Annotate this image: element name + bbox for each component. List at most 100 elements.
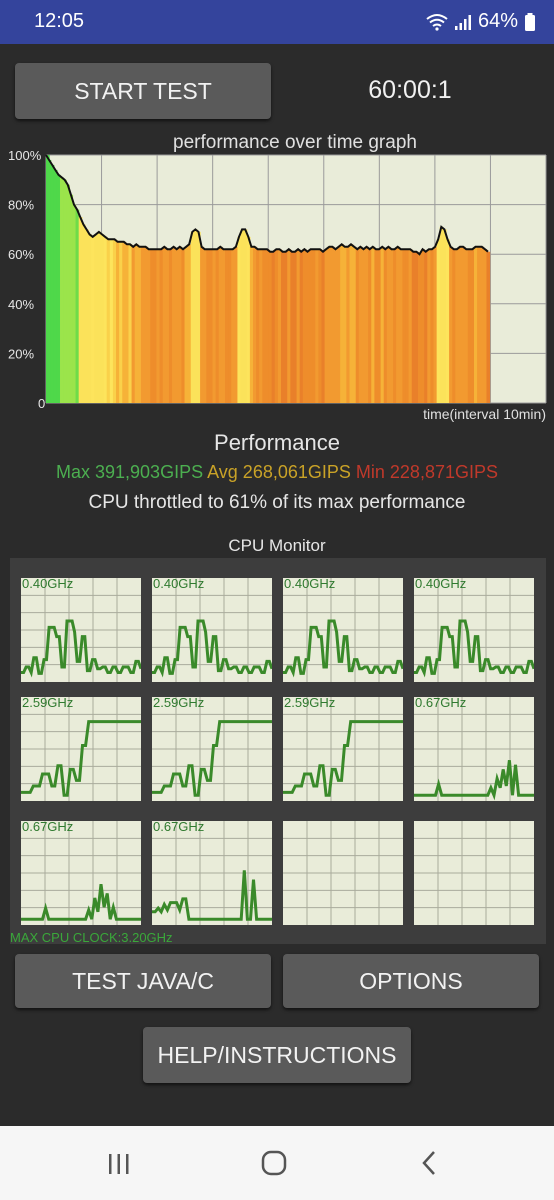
heat-band [327,246,332,403]
heat-band [256,249,260,403]
heat-band [231,249,235,403]
core-frequency-line [152,870,272,921]
core-frequency-label: 2.59GHz [22,695,74,710]
cpu-core-graph: 2.59GHz [21,695,141,801]
heat-band [483,249,488,403]
cpu-core-graph: 0.40GHz [283,576,403,682]
heat-band [165,249,170,403]
heat-band [455,249,460,403]
heat-band [53,169,58,403]
heat-band [281,251,285,403]
heat-band [330,246,335,403]
core-frequency-line [414,619,534,678]
y-tick-label: 80% [8,198,34,213]
max-cpu-clock: MAX CPU CLOCK:3.20GHz [10,930,173,945]
heat-band [389,249,394,403]
heat-band [277,249,282,403]
heat-band [265,249,270,403]
heat-band [103,236,108,403]
cpu-core-chart [152,821,272,925]
heat-band [75,209,80,403]
cpu-core-chart [414,821,534,925]
heat-band [386,246,391,403]
heat-band [405,249,410,403]
heat-band [84,229,89,403]
heat-band [399,249,404,403]
heat-band [100,234,105,403]
cpu-core-chart [21,821,141,925]
core-frequency-line [152,720,272,797]
avg-stat: Avg 268,061GIPS [207,462,351,482]
test-java-c-button[interactable]: TEST JAVA/C [15,954,271,1008]
home-icon[interactable] [261,1150,287,1176]
core-frequency-label: 0.67GHz [415,695,467,710]
cpu-core-chart [152,697,272,801]
throttle-summary: CPU throttled to 61% of its max performa… [88,492,466,513]
cpu-core-chart [21,578,141,682]
heat-band [153,249,158,403]
chart-title: performance over time graph [173,132,417,153]
heat-band [421,249,425,403]
heat-band [340,244,344,403]
heat-band [137,246,142,403]
heat-band [318,249,323,403]
heat-band [305,251,310,403]
back-icon[interactable] [420,1150,438,1176]
heat-band [63,179,67,403]
heat-band [181,249,186,403]
cpu-core-graph: 0.40GHz [414,576,534,682]
help-instructions-button[interactable]: HELP/INSTRUCTIONS [143,1027,411,1083]
heat-band [203,249,207,403]
heat-band [187,244,192,403]
heat-band [91,236,95,403]
heat-band [116,241,120,403]
heat-band [321,251,326,403]
core-frequency-label: 0.40GHz [153,576,205,591]
core-frequency-label: 0.67GHz [153,819,205,834]
options-button[interactable]: OPTIONS [283,954,539,1008]
heat-band [69,194,74,403]
heat-band [414,251,419,403]
heat-band [337,246,341,403]
heat-band [430,249,435,403]
heat-band [355,249,360,403]
heat-band [252,246,257,403]
y-axis-ticks: 100% 80% 60% 40% 20% 0 [8,150,45,411]
heat-band [433,246,438,403]
heat-band [315,249,319,403]
heat-band [94,234,98,403]
heat-band [193,229,198,403]
core-frequency-label: 0.40GHz [22,576,74,591]
cpu-core-chart [283,821,403,925]
heat-band [324,249,329,403]
core-frequency-line [21,883,141,921]
heat-band [240,229,245,403]
heat-band [480,246,484,403]
heat-band [134,244,139,403]
min-stat: Min 228,871GIPS [355,462,498,482]
heat-band [156,249,161,403]
start-test-button[interactable]: START TEST [15,63,271,119]
heat-band [212,249,217,403]
heat-band [259,249,263,403]
heat-band [346,246,351,403]
heat-band [162,246,167,403]
heat-band [374,249,379,403]
heat-band [78,217,83,403]
heat-band [249,246,254,403]
heat-band [234,246,239,403]
heat-band [125,244,130,403]
heat-band [56,174,61,403]
heat-band [72,204,77,403]
heat-band [237,236,242,403]
heat-band [122,241,126,403]
battery-icon [525,12,535,31]
heat-band [206,249,211,403]
wifi-icon [426,13,448,31]
heat-band [393,249,397,403]
recent-apps-icon[interactable] [107,1153,131,1175]
cpu-core-chart [414,697,534,801]
signal-icon [454,14,471,30]
cpu-core-graph: 0.40GHz [21,576,141,682]
cpu-core-graph: 0.67GHz [152,819,272,925]
